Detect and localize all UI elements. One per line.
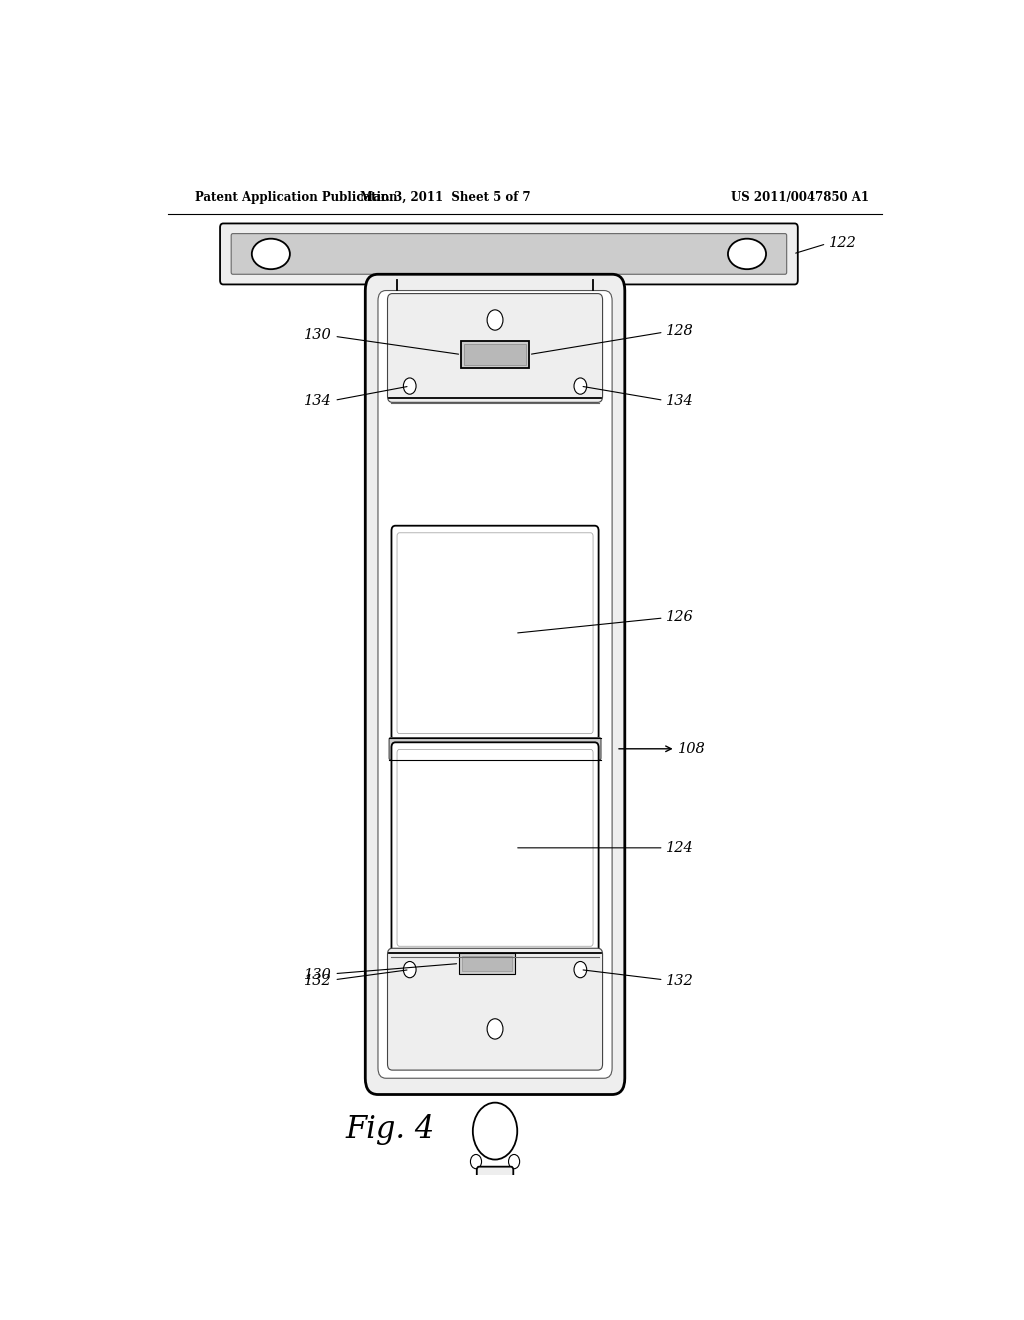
Bar — [460, 953, 515, 974]
FancyBboxPatch shape — [391, 742, 599, 953]
Text: 134: 134 — [304, 395, 332, 408]
FancyBboxPatch shape — [397, 533, 593, 734]
Circle shape — [487, 310, 503, 330]
FancyBboxPatch shape — [397, 750, 593, 946]
Text: 128: 128 — [666, 325, 694, 338]
FancyBboxPatch shape — [391, 525, 599, 741]
Text: 108: 108 — [678, 742, 706, 756]
FancyBboxPatch shape — [387, 948, 602, 1071]
Text: 126: 126 — [666, 610, 694, 624]
Text: Fig. 4: Fig. 4 — [345, 1114, 434, 1144]
Bar — [464, 345, 526, 364]
Text: 134: 134 — [666, 395, 694, 408]
Text: US 2011/0047850 A1: US 2011/0047850 A1 — [731, 190, 869, 203]
Circle shape — [403, 378, 416, 395]
Circle shape — [509, 1155, 519, 1168]
Text: 132: 132 — [666, 974, 694, 987]
Circle shape — [473, 1102, 517, 1159]
FancyBboxPatch shape — [220, 223, 798, 284]
Bar — [462, 957, 512, 970]
Text: Patent Application Publication: Patent Application Publication — [196, 190, 398, 203]
FancyBboxPatch shape — [378, 290, 612, 1078]
Circle shape — [574, 961, 587, 978]
FancyBboxPatch shape — [389, 738, 601, 760]
Text: 124: 124 — [666, 841, 694, 855]
Text: 132: 132 — [304, 974, 332, 987]
Ellipse shape — [252, 239, 290, 269]
Ellipse shape — [728, 239, 766, 269]
Circle shape — [403, 961, 416, 978]
Text: 130: 130 — [304, 968, 332, 982]
Bar — [462, 342, 528, 368]
Circle shape — [487, 1019, 503, 1039]
Text: 122: 122 — [828, 236, 856, 249]
Circle shape — [574, 378, 587, 395]
FancyBboxPatch shape — [477, 1167, 513, 1191]
FancyBboxPatch shape — [387, 293, 602, 403]
FancyBboxPatch shape — [366, 275, 625, 1094]
FancyBboxPatch shape — [231, 234, 786, 275]
Text: Mar. 3, 2011  Sheet 5 of 7: Mar. 3, 2011 Sheet 5 of 7 — [360, 190, 530, 203]
Circle shape — [470, 1155, 481, 1168]
Text: 130: 130 — [304, 329, 332, 342]
